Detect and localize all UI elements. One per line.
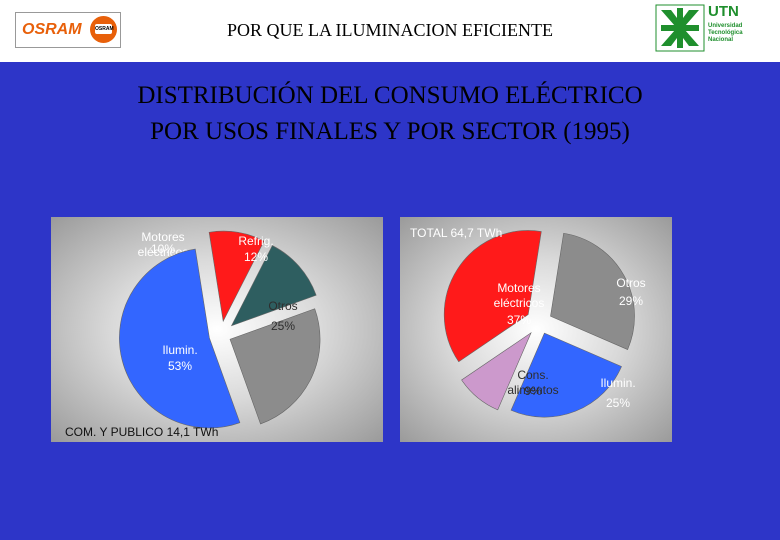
slice-label: Otros (268, 299, 297, 313)
utn-emblem-icon (655, 4, 705, 52)
slice-label-line2: eléctricos (494, 296, 545, 310)
slide-title: DISTRIBUCIÓN DEL CONSUMO ELÉCTRICO POR U… (0, 78, 780, 150)
slice-label: Ilumin. (162, 343, 197, 357)
utn-subtitle-line: Tecnológica (708, 30, 743, 36)
utn-name: UTN (708, 3, 739, 20)
slice-value-label: 29% (619, 294, 643, 308)
slice-value-label: 53% (168, 359, 192, 373)
slice-label: Motores (497, 281, 540, 295)
chart-panel-com-publico: Motores eléctricos 10% Refrig. 12% Otros 25% Il… (51, 217, 383, 442)
slide-title-line: DISTRIBUCIÓN DEL CONSUMO ELÉCTRICO (137, 82, 643, 109)
slice-value-label: 25% (606, 396, 630, 410)
chart-title: TOTAL 64,7 TWh (410, 226, 502, 240)
osram-bulb-icon: OSRAM (90, 16, 117, 43)
header-title: POR QUE LA ILUMINACION EFICIENTE (227, 20, 553, 40)
slice-value-label: 12% (244, 250, 268, 264)
header-bar: OSRAM OSRAM POR QUE LA ILUMINACION EFICI… (0, 0, 780, 62)
slice-label: Refrig. (238, 234, 273, 248)
slice-label: Cons. (517, 368, 548, 382)
slice-value-label: 25% (271, 319, 295, 333)
chart-title: COM. Y PUBLICO 14,1 TWh (65, 425, 218, 439)
pie-slice (230, 245, 317, 327)
slice-value-label: 9% (524, 384, 542, 398)
pie-slice (443, 230, 542, 363)
pie-slice (461, 331, 532, 411)
chart-panel-total: Otros 29% Ilumin. 25% Cons. alimentos 9% Motore… (400, 217, 672, 442)
osram-logo: OSRAM OSRAM (15, 12, 121, 48)
pie-slice (229, 308, 321, 425)
pie-slice (550, 232, 635, 350)
slice-label: Ilumin. (600, 376, 635, 390)
utn-subtitle: Universidad Tecnológica Nacional (708, 23, 768, 44)
osram-badge-text: OSRAM (95, 24, 114, 34)
pie-chart-com-publico: Motoreseléctricos10%Refrig.12%Otros25%Il… (65, 230, 321, 439)
pie-slice (208, 230, 265, 323)
slice-label-line2: alimentos (507, 383, 558, 397)
slice-value-label: 10% (151, 242, 175, 256)
pie-slice (119, 248, 241, 429)
slice-label: Otros (616, 276, 645, 290)
pie-slice (510, 332, 622, 418)
slide-title-line: POR USOS FINALES Y POR SECTOR (1995) (150, 118, 630, 145)
osram-logo-text: OSRAM (22, 21, 82, 38)
utn-subtitle-line: Nacional (708, 37, 734, 43)
slice-label: Motores (141, 230, 184, 244)
utn-subtitle-line: Universidad (708, 23, 743, 29)
slice-value-label: 37% (507, 313, 531, 327)
